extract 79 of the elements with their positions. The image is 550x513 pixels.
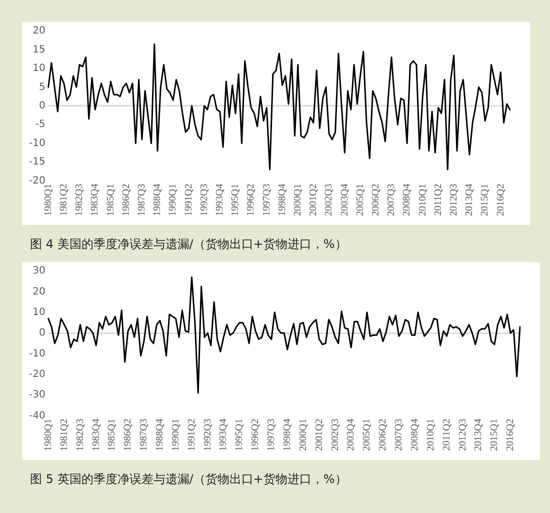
x-tick-label: 1995Q1 (230, 184, 242, 216)
x-tick-label: 2011Q2 (441, 418, 452, 451)
y-tick-label: 20 (32, 26, 46, 37)
x-tick-label: 2005Q1 (362, 418, 373, 452)
x-tick-label: 1988Q4 (152, 184, 164, 216)
x-tick-label: 2008Q4 (409, 418, 420, 452)
x-tick-label: 1997Q3 (266, 418, 278, 452)
y-tick-label: -15 (28, 156, 46, 168)
y-tick-label: -5 (35, 119, 46, 130)
y-tick-label: 20 (32, 286, 46, 298)
x-tick-label: 1998Q4 (282, 418, 293, 452)
x-tick-label: 1983Q4 (90, 184, 101, 216)
y-tick-label: 0 (38, 328, 46, 339)
text: 图 4 美国的季度净误差与遗漏/（货物出口+货物进口，%） (30, 236, 347, 253)
x-tick-label: 2013Q4 (464, 184, 476, 216)
y-tick-label: 10 (32, 63, 46, 74)
x-tick-label: 2003Q4 (346, 418, 357, 452)
x-tick-label: 1983Q4 (90, 418, 102, 452)
x-tick-label: 1990Q1 (170, 418, 182, 452)
y-tick-label: -10 (28, 138, 46, 149)
x-tick-label: 1986Q2 (120, 184, 132, 216)
x-tick-label: 2000Q1 (298, 418, 309, 452)
x-tick-label: 2016Q2 (505, 418, 516, 452)
x-tick-label: 2001Q2 (308, 184, 320, 216)
x-tick-label: 1988Q4 (154, 418, 166, 452)
x-tick-label: 1980Q1 (42, 184, 54, 216)
x-tick-label: 2006Q2 (378, 418, 389, 452)
x-tick-label: 1996Q2 (250, 418, 262, 452)
x-tick-label: 1992Q3 (202, 418, 214, 452)
text: 图 5 英国的季度净误差与遗漏/（货物出口+货物进口，%） (30, 471, 347, 488)
y-tick-label: 10 (32, 306, 46, 318)
x-tick-label: 1993Q4 (218, 418, 230, 452)
x-tick-label: 1986Q2 (122, 418, 134, 452)
x-tick-label: 2002Q3 (330, 418, 341, 452)
x-tick-label: 1991Q2 (183, 184, 194, 216)
y-tick-label: -40 (28, 410, 46, 422)
x-tick-label: 1993Q4 (214, 184, 226, 216)
x-tick-label: 1982Q3 (74, 418, 86, 452)
x-tick-label: 2001Q2 (314, 418, 325, 452)
x-tick-label: 2003Q4 (339, 184, 350, 216)
x-tick-label: 2011Q2 (432, 184, 444, 216)
x-tick-label: 2015Q1 (480, 184, 491, 216)
x-tick-label: 2012Q3 (448, 184, 460, 216)
y-tick-label: -20 (28, 175, 46, 186)
x-tick-label: 1985Q1 (106, 418, 118, 452)
x-tick-label: 1991Q2 (186, 418, 198, 452)
x-tick-label: 1985Q1 (105, 184, 116, 216)
x-tick-label: 1981Q2 (58, 184, 70, 216)
y-tick-label: 15 (32, 44, 46, 56)
x-tick-label: 1982Q3 (74, 184, 86, 216)
y-tick-label: -30 (28, 390, 46, 401)
x-tick-label: 2005Q1 (354, 184, 366, 216)
x-tick-label: 2010Q1 (417, 184, 428, 216)
y-tick-label: -20 (28, 369, 46, 380)
x-tick-label: 1981Q2 (58, 418, 70, 452)
x-tick-label: 1998Q4 (276, 184, 288, 216)
x-tick-label: 2007Q3 (386, 184, 398, 216)
x-tick-label: 1980Q1 (42, 418, 54, 452)
x-tick-label: 2015Q1 (489, 418, 500, 452)
x-tick-label: 2010Q1 (425, 418, 436, 452)
x-tick-label: 2006Q2 (370, 184, 382, 216)
x-tick-label: 1987Q3 (138, 418, 150, 452)
x-tick-label: 2000Q1 (292, 184, 304, 216)
x-tick-label: 1990Q1 (168, 184, 179, 216)
y-tick-label: -10 (28, 348, 46, 360)
x-tick-label: 1996Q2 (246, 184, 257, 216)
y-tick-label: 5 (38, 82, 46, 93)
x-tick-label: 2013Q4 (473, 418, 484, 452)
x-tick-label: 1997Q3 (261, 184, 272, 216)
x-tick-label: 2016Q2 (495, 184, 506, 216)
y-tick-label: 0 (38, 100, 46, 112)
x-tick-label: 1995Q1 (234, 418, 246, 452)
x-tick-label: 1992Q3 (198, 184, 210, 216)
y-tick-label: 30 (32, 266, 46, 277)
x-tick-label: 2002Q3 (324, 184, 335, 216)
x-tick-label: 1987Q3 (136, 184, 148, 216)
x-tick-label: 2008Q4 (402, 184, 413, 216)
x-tick-label: 2012Q3 (457, 418, 468, 452)
x-tick-label: 2007Q3 (394, 418, 405, 452)
